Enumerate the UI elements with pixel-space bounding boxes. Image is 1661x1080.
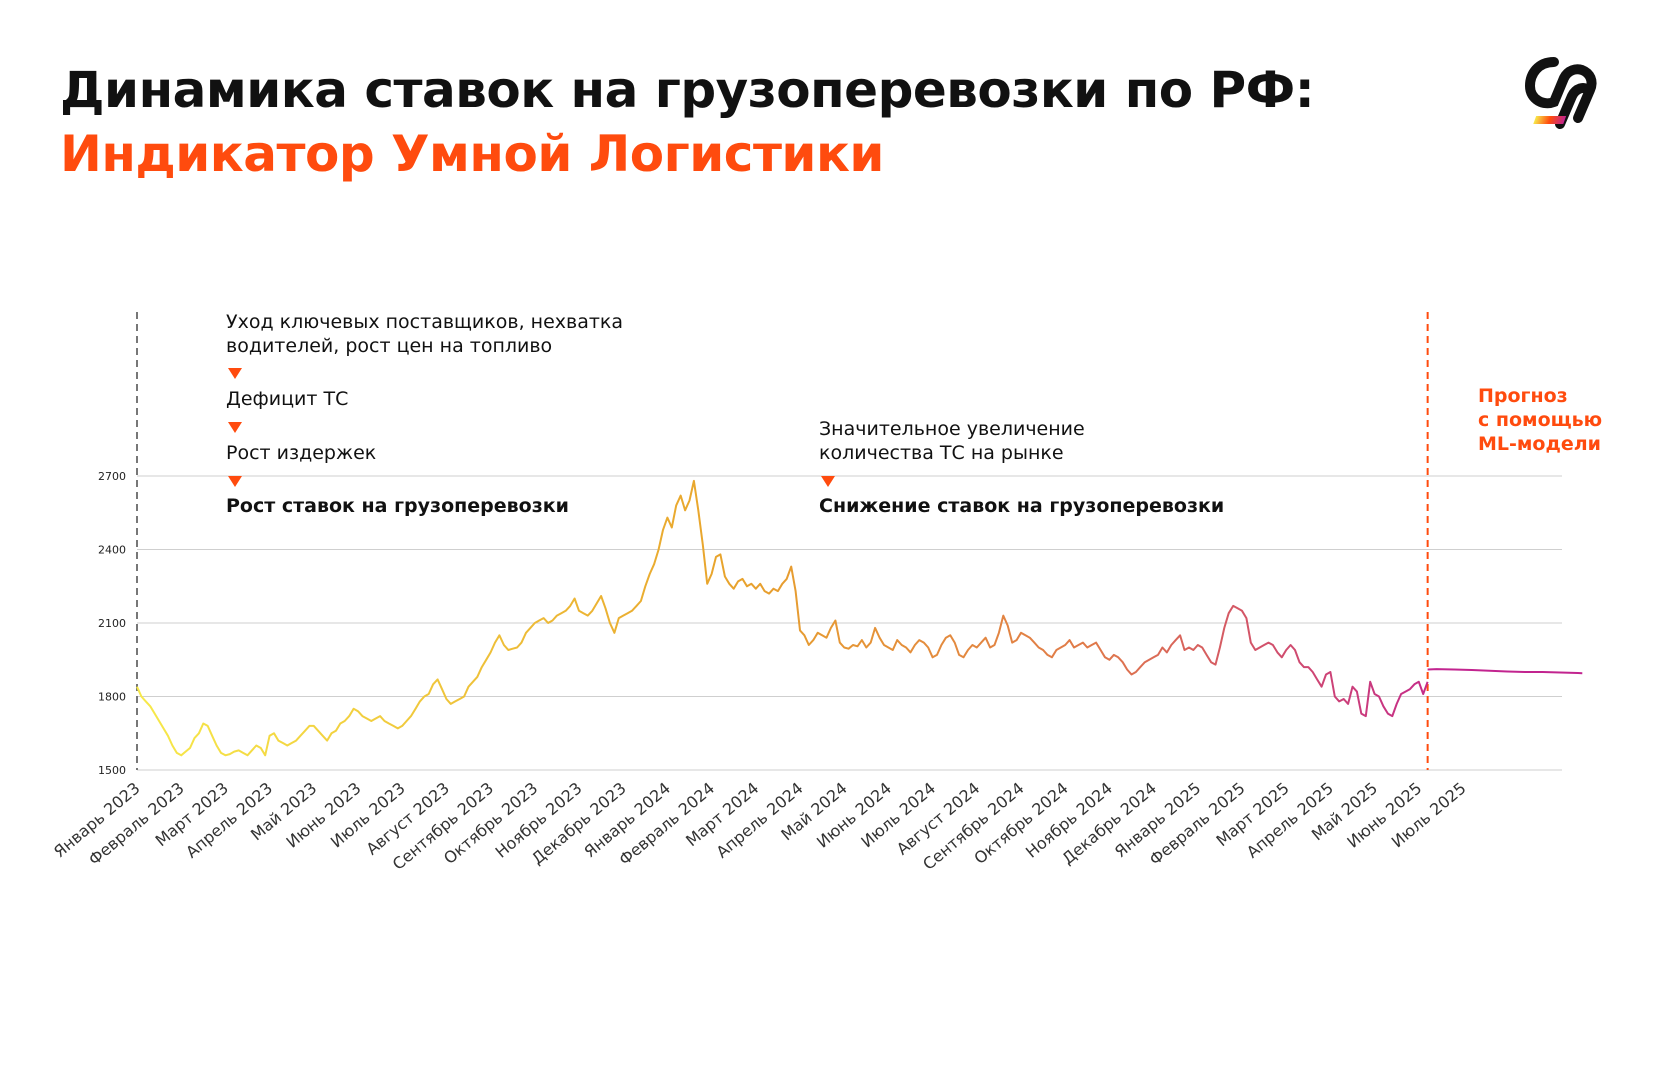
y-tick-label: 2100 [98, 617, 126, 630]
arrow-down-icon [821, 476, 835, 487]
chart-series [136, 479, 1583, 757]
annotation-result-growth: Рост ставок на грузоперевозки [226, 495, 569, 517]
annotation-supply-line1: Значительное увеличение [819, 418, 1085, 440]
annotation-supply-line2: количества ТС на рынке [819, 442, 1064, 464]
y-tick-label: 1800 [98, 691, 126, 704]
y-tick-label: 1500 [98, 764, 126, 777]
arrow-down-icon [228, 368, 242, 379]
annotation-cause: Уход ключевых поставщиков, нехватка води… [226, 310, 623, 358]
y-tick-label: 2700 [98, 470, 126, 483]
forecast-series-line [1427, 668, 1583, 675]
page-title: Динамика ставок на грузоперевозки по РФ:… [60, 58, 1315, 186]
title-line-1: Динамика ставок на грузоперевозки по РФ: [60, 61, 1315, 119]
title-line-2: Индикатор Умной Логистики [60, 125, 884, 183]
annotation-cause-line2: водителей, рост цен на топливо [226, 335, 553, 357]
annotation-supply: Значительное увеличение количества ТС на… [819, 417, 1085, 465]
y-axis-ticks: 1500 1800 2100 2400 2700 [98, 470, 126, 777]
forecast-label-line1: Прогноз [1478, 385, 1568, 407]
actual-series-line [136, 479, 1429, 757]
arrow-down-icon [228, 476, 242, 487]
brand-logo-icon [1524, 57, 1597, 129]
forecast-label-line2: с помощью [1478, 409, 1603, 431]
forecast-label: Прогноз с помощью ML-модели [1478, 384, 1602, 456]
y-tick-label: 2400 [98, 544, 126, 557]
vertical-markers [136, 312, 1429, 770]
annotation-result-decline: Снижение ставок на грузоперевозки [819, 495, 1225, 517]
arrow-down-icon [228, 422, 242, 433]
chart-gridlines [137, 475, 1562, 771]
forecast-label-line3: ML-модели [1478, 433, 1601, 455]
annotation-step-deficit: Дефицит ТС [226, 388, 349, 410]
annotation-cause-line1: Уход ключевых поставщиков, нехватка [226, 311, 624, 333]
annotation-step-costs: Рост издержек [226, 442, 377, 464]
